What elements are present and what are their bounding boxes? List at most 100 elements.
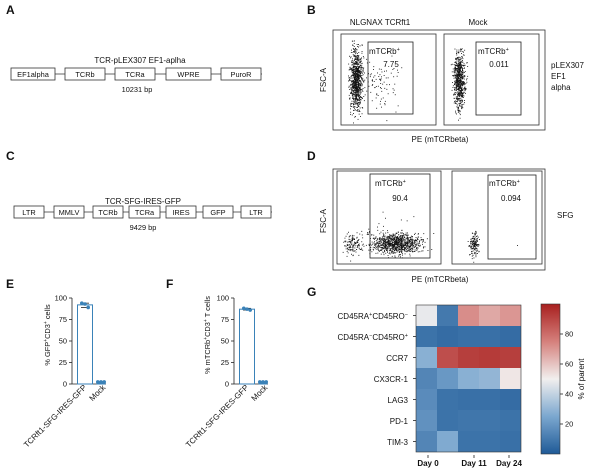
event-dot xyxy=(460,92,462,94)
event-dot xyxy=(393,239,395,241)
event-dot xyxy=(361,62,363,64)
event-dot xyxy=(383,238,385,240)
event-dot xyxy=(456,78,457,80)
event-dot xyxy=(353,92,355,94)
event-dot xyxy=(381,248,382,250)
event-dot xyxy=(456,82,458,84)
event-dot xyxy=(459,74,461,76)
event-dot xyxy=(360,99,362,101)
event-dot xyxy=(474,233,476,235)
event-dot xyxy=(385,217,386,219)
event-dot xyxy=(405,234,407,236)
event-dot xyxy=(384,245,386,246)
event-dot xyxy=(360,89,362,91)
event-dot xyxy=(362,84,363,86)
heatmap-cell xyxy=(416,305,437,326)
event-dot xyxy=(387,51,389,53)
event-dot xyxy=(458,75,460,77)
event-dot xyxy=(401,241,403,243)
event-dot xyxy=(463,95,465,97)
event-dot xyxy=(390,235,392,237)
event-dot xyxy=(375,244,377,246)
event-dot xyxy=(377,239,379,241)
event-dot xyxy=(466,78,468,80)
panel-d-gate-value-left: 90.4 xyxy=(392,194,408,203)
heatmap-cell xyxy=(500,305,521,326)
event-dot xyxy=(351,244,353,246)
event-dot xyxy=(414,234,415,235)
event-dot xyxy=(462,81,464,83)
event-dot xyxy=(408,242,410,244)
event-dot xyxy=(463,88,464,90)
event-dot xyxy=(471,247,473,249)
event-dot xyxy=(409,240,411,242)
event-dot xyxy=(470,240,471,242)
event-dot xyxy=(354,93,356,95)
event-dot xyxy=(459,62,461,64)
event-dot xyxy=(457,69,459,71)
event-dot xyxy=(355,59,357,60)
event-dot xyxy=(348,247,350,249)
event-dot xyxy=(357,75,358,77)
event-dot xyxy=(360,80,362,82)
event-dot xyxy=(458,80,459,82)
event-dot xyxy=(453,70,455,72)
event-dot xyxy=(463,76,465,78)
panel-d-side: SFG xyxy=(557,211,573,220)
event-dot xyxy=(471,240,473,242)
svg-text:IRES: IRES xyxy=(172,208,189,217)
event-dot xyxy=(354,58,356,60)
event-dot xyxy=(395,236,397,238)
event-dot xyxy=(356,102,358,104)
event-dot xyxy=(392,239,394,240)
event-dot xyxy=(458,85,460,86)
event-dot xyxy=(457,99,459,101)
event-dot xyxy=(353,55,355,57)
event-dot xyxy=(354,88,356,90)
event-dot xyxy=(357,71,359,73)
event-dot xyxy=(357,75,359,77)
event-dot xyxy=(404,243,406,245)
heatmap-cell xyxy=(479,368,500,389)
heatmap-cell xyxy=(500,347,521,368)
event-dot xyxy=(455,100,456,102)
event-dot xyxy=(457,83,459,85)
event-dot xyxy=(355,52,357,54)
event-dot xyxy=(401,239,402,241)
event-dot xyxy=(359,104,361,106)
event-dot xyxy=(460,82,462,84)
event-dot xyxy=(368,228,370,230)
event-dot xyxy=(475,242,477,243)
event-dot xyxy=(354,250,356,251)
event-dot xyxy=(461,76,463,78)
event-dot xyxy=(396,243,398,245)
event-dot xyxy=(382,240,384,242)
event-dot xyxy=(455,96,457,98)
event-dot xyxy=(465,83,467,84)
event-dot xyxy=(377,247,379,249)
event-dot xyxy=(400,245,402,246)
event-dot xyxy=(411,250,413,252)
event-dot xyxy=(399,244,401,246)
event-dot xyxy=(350,57,351,59)
event-dot xyxy=(355,102,357,103)
event-dot xyxy=(397,242,398,243)
event-dot xyxy=(354,48,356,50)
event-dot xyxy=(458,109,459,111)
event-dot xyxy=(354,83,356,85)
event-dot xyxy=(353,68,355,70)
event-dot xyxy=(350,247,352,248)
event-dot xyxy=(361,85,363,87)
event-dot xyxy=(459,83,461,85)
event-dot xyxy=(378,249,380,251)
event-dot xyxy=(406,245,407,247)
event-dot xyxy=(396,238,397,240)
event-dot xyxy=(353,104,354,106)
event-dot xyxy=(399,254,401,256)
event-dot xyxy=(360,75,362,77)
event-dot xyxy=(460,48,461,50)
event-dot xyxy=(357,59,359,61)
event-dot xyxy=(403,250,405,251)
event-dot xyxy=(457,95,458,97)
